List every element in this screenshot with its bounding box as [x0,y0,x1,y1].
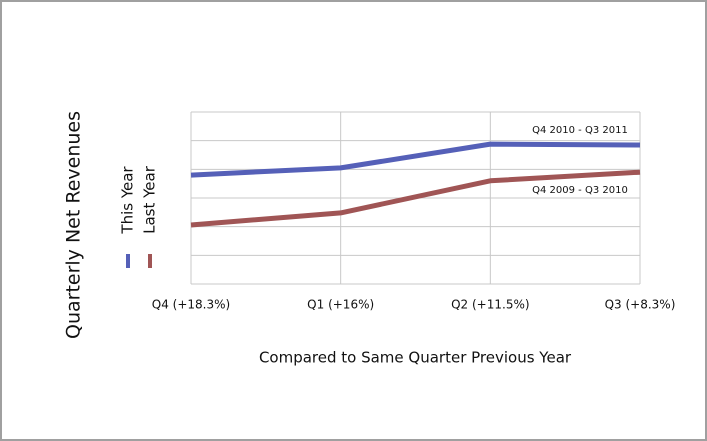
x-tick-label: Q4 (+18.3%) [152,298,230,312]
series-line [190,141,641,178]
x-tick-label: Q2 (+11.5%) [451,298,529,312]
x-tick-label: Q3 (+8.3%) [605,298,676,312]
legend-label: This Year [119,166,137,235]
x-tick-label: Q1 (+16%) [307,298,374,312]
y-axis-label: Quarterly Net Revenues [63,111,85,339]
annotation: Q4 2010 - Q3 2011 [532,125,628,136]
series-line [190,169,641,228]
x-axis-label: Compared to Same Quarter Previous Year [259,349,572,367]
legend-label: Last Year [141,165,159,234]
annotation: Q4 2009 - Q3 2010 [532,185,628,196]
